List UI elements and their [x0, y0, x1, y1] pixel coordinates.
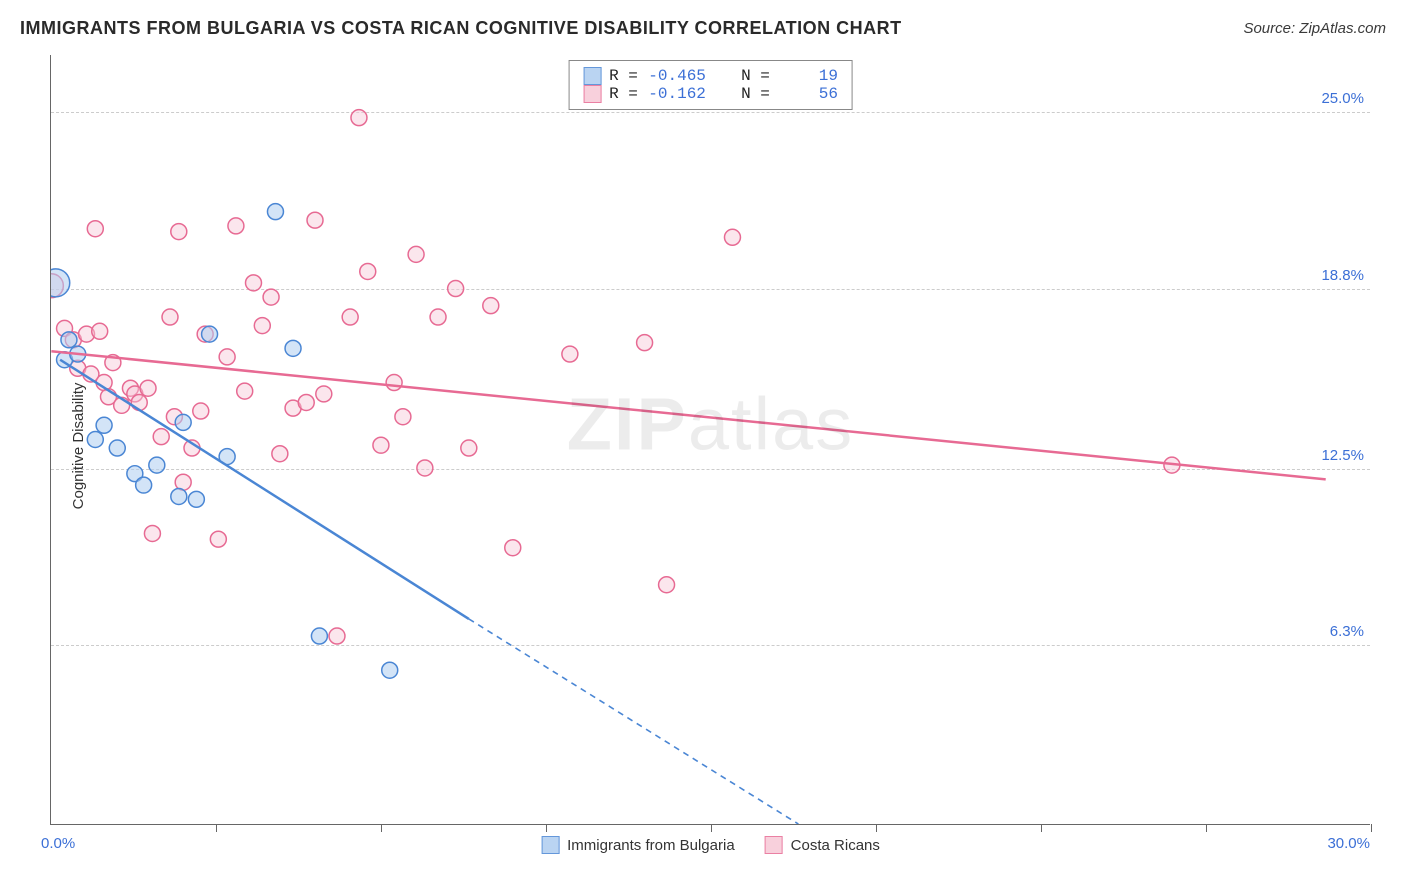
data-point: [61, 332, 77, 348]
data-point: [373, 437, 389, 453]
legend-bottom: Immigrants from Bulgaria Costa Ricans: [541, 836, 880, 854]
data-point: [153, 429, 169, 445]
plot-area: ZIPatlas R = -0.465 N = 19 R = -0.162 N …: [50, 55, 1370, 825]
legend-swatch-costarica: [583, 85, 601, 103]
x-tick: [546, 824, 547, 832]
data-point: [724, 229, 740, 245]
data-point: [408, 246, 424, 262]
data-point: [51, 269, 70, 297]
data-point: [246, 275, 262, 291]
n-label: N =: [741, 67, 770, 85]
legend-swatch-bulgaria: [583, 67, 601, 85]
legend-item-bulgaria: Immigrants from Bulgaria: [541, 836, 735, 854]
trend-line: [60, 360, 469, 619]
x-tick: [381, 824, 382, 832]
data-point: [171, 224, 187, 240]
data-point: [285, 340, 301, 356]
x-tick: [1371, 824, 1372, 832]
n-value-1: 56: [778, 85, 838, 103]
data-point: [351, 110, 367, 126]
x-axis-min-label: 0.0%: [41, 835, 75, 852]
data-point: [162, 309, 178, 325]
data-point: [237, 383, 253, 399]
data-point: [461, 440, 477, 456]
data-point: [219, 349, 235, 365]
data-point: [149, 457, 165, 473]
legend-label-bulgaria: Immigrants from Bulgaria: [567, 837, 735, 854]
r-label: R =: [609, 67, 638, 85]
data-point: [92, 323, 108, 339]
data-point: [360, 263, 376, 279]
data-point: [342, 309, 358, 325]
trend-line: [469, 619, 799, 824]
data-point: [109, 440, 125, 456]
data-point: [254, 318, 270, 334]
data-point: [272, 446, 288, 462]
data-point: [386, 375, 402, 391]
page-root: IMMIGRANTS FROM BULGARIA VS COSTA RICAN …: [0, 0, 1406, 892]
r-value-1: -0.162: [646, 85, 706, 103]
data-point: [171, 488, 187, 504]
n-value-0: 19: [778, 67, 838, 85]
data-point: [267, 204, 283, 220]
title-bar: IMMIGRANTS FROM BULGARIA VS COSTA RICAN …: [20, 18, 1386, 39]
data-point: [562, 346, 578, 362]
data-point: [87, 432, 103, 448]
data-point: [448, 281, 464, 297]
chart-svg: [51, 55, 1370, 824]
data-point: [228, 218, 244, 234]
legend-stats-row-0: R = -0.465 N = 19: [583, 67, 838, 85]
legend-label-costarica: Costa Ricans: [791, 837, 880, 854]
x-tick: [711, 824, 712, 832]
n-label: N =: [741, 85, 770, 103]
data-point: [136, 477, 152, 493]
data-point: [307, 212, 323, 228]
legend-stats-row-1: R = -0.162 N = 56: [583, 85, 838, 103]
legend-stats: R = -0.465 N = 19 R = -0.162 N = 56: [568, 60, 853, 110]
data-point: [659, 577, 675, 593]
data-point: [505, 540, 521, 556]
data-point: [96, 417, 112, 433]
data-point: [382, 662, 398, 678]
data-point: [311, 628, 327, 644]
legend-swatch-bulgaria: [541, 836, 559, 854]
data-point: [316, 386, 332, 402]
data-point: [210, 531, 226, 547]
data-point: [329, 628, 345, 644]
r-value-0: -0.465: [646, 67, 706, 85]
source-label: Source: ZipAtlas.com: [1243, 20, 1386, 37]
chart-title: IMMIGRANTS FROM BULGARIA VS COSTA RICAN …: [20, 18, 902, 39]
x-axis-max-label: 30.0%: [1327, 835, 1370, 852]
data-point: [483, 298, 499, 314]
data-point: [175, 414, 191, 430]
x-tick: [216, 824, 217, 832]
data-point: [131, 394, 147, 410]
data-point: [188, 491, 204, 507]
x-tick: [1041, 824, 1042, 832]
data-point: [263, 289, 279, 305]
data-point: [395, 409, 411, 425]
data-point: [430, 309, 446, 325]
trend-line: [51, 351, 1325, 479]
x-tick: [1206, 824, 1207, 832]
x-tick: [876, 824, 877, 832]
data-point: [144, 525, 160, 541]
data-point: [140, 380, 156, 396]
data-point: [202, 326, 218, 342]
data-point: [87, 221, 103, 237]
r-label: R =: [609, 85, 638, 103]
legend-swatch-costarica: [765, 836, 783, 854]
data-point: [193, 403, 209, 419]
data-point: [417, 460, 433, 476]
data-point: [637, 335, 653, 351]
legend-item-costarica: Costa Ricans: [765, 836, 880, 854]
data-point: [298, 394, 314, 410]
